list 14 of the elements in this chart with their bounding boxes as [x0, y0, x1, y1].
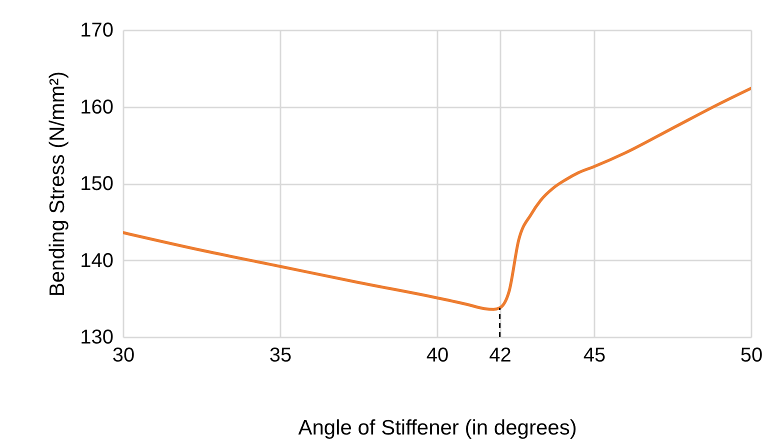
y-axis-title: Bending Stress (N/mm²)	[46, 71, 70, 297]
x-axis-title: Angle of Stiffener (in degrees)	[298, 416, 577, 440]
x-tick-label: 30	[112, 344, 135, 366]
y-tick-label: 140	[80, 250, 114, 272]
x-tick-label: 40	[426, 344, 449, 366]
line-series	[123, 86, 751, 311]
y-tick-label: 150	[80, 173, 114, 195]
x-tick-label: 50	[740, 344, 763, 366]
y-tick-label: 130	[80, 326, 114, 348]
x-tick-label: 42	[489, 344, 512, 366]
x-tick-label: 35	[269, 344, 292, 366]
y-tick-label: 170	[80, 20, 114, 42]
y-tick-label: 160	[80, 96, 114, 118]
x-tick-label: 45	[583, 344, 606, 366]
